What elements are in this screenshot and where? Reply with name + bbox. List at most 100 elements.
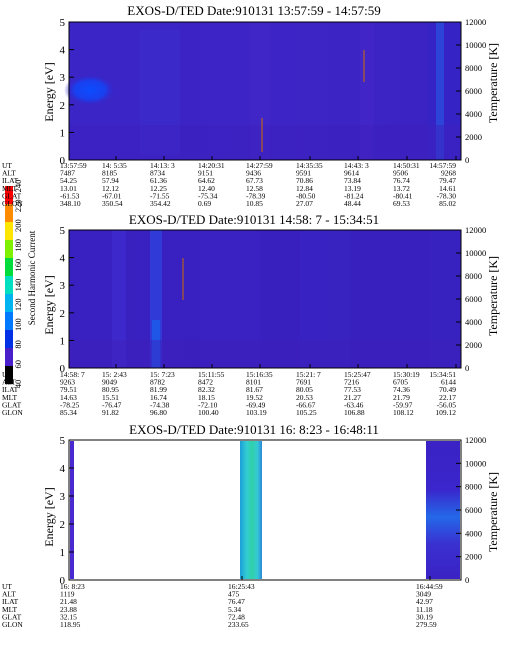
ephemeris-cell: 21.27 <box>344 393 361 402</box>
spectrogram-panel-1: EXOS-D/TED Date:910131 13:57:59 - 14:57:… <box>2 3 500 208</box>
panel-3-title: EXOS-D/TED Date:910131 16: 8:23 - 16:48:… <box>129 422 379 437</box>
ephemeris-cell: 12.25 <box>150 184 167 193</box>
panel-2-title: EXOS-D/TED Date:910131 14:58: 7 - 15:34:… <box>129 212 379 227</box>
ephemeris-cell: 9436 <box>246 169 261 178</box>
ephemeris-cell: -69.49 <box>246 400 266 409</box>
ephemeris-cell: 13.01 <box>60 184 77 193</box>
ephemeris-cell: 16: 8:23 <box>60 582 85 591</box>
y-right-tick-label: 8000 <box>465 63 482 73</box>
colorbar-swatch <box>5 276 13 294</box>
ephemeris-cell: 354.42 <box>150 199 171 208</box>
panel-2-ylabel-right: Temperature [K] <box>486 256 500 336</box>
colorbar: 40 60 80 100 120 140 160 180 200 220 240 Second Ha… <box>5 180 37 389</box>
panel-1-ylabel-right: Temperature [K] <box>486 43 500 123</box>
panel-1-title: EXOS-D/TED Date:910131 13:57:59 - 14:57:… <box>127 3 380 18</box>
y-right-tick-label: 6000 <box>465 294 482 304</box>
y-tick-label: 4 <box>60 45 66 57</box>
colorbar-tick-label: 200 <box>13 219 23 232</box>
ephemeris-cell: 12.12 <box>102 184 119 193</box>
panel-3-y-axis-right: 0 2000 4000 6000 8000 10000 12000 <box>456 435 486 585</box>
y-tick-label: 2 <box>60 100 66 112</box>
ephemeris-cell: 105.25 <box>296 408 317 417</box>
ephemeris-cell: 74.36 <box>393 385 410 394</box>
panel-3-ylabel: Energy [eV] <box>42 487 56 546</box>
ephemeris-cell: 21.79 <box>393 393 410 402</box>
ephemeris-cell: 15: 2:43 <box>102 370 127 379</box>
y-tick-label: 5 <box>60 435 66 447</box>
ephemeris-cell: 13:57:59 <box>60 161 87 170</box>
ephemeris-cell: 118.95 <box>60 620 81 629</box>
ephemeris-cell: 8185 <box>102 169 117 178</box>
y-tick-label: 4 <box>60 463 66 475</box>
ephemeris-cell: -78.30 <box>437 191 457 200</box>
ephemeris-cell: 8472 <box>198 378 213 387</box>
ephemeris-cell: 18.15 <box>198 393 215 402</box>
ephemeris-cell: 3049 <box>416 590 431 599</box>
ephemeris-row-label: MLT <box>2 184 18 193</box>
ephemeris-cell: 77.53 <box>344 385 361 394</box>
ephemeris-cell: 15:30:19 <box>393 370 420 379</box>
ephemeris-cell: 14:27:59 <box>246 161 273 170</box>
ephemeris-cell: 348.10 <box>60 199 81 208</box>
ephemeris-row-label: ILAT <box>2 385 19 394</box>
ephemeris-row-label: GLAT <box>2 400 22 409</box>
colorbar-tick-label: 40 <box>13 380 23 389</box>
panel-3-ylabel-right: Temperature [K] <box>486 472 500 552</box>
ephemeris-cell: 100.40 <box>198 408 219 417</box>
y-right-tick-label: 0 <box>465 575 469 585</box>
panel-2-y-axis-right: 0 2000 4000 6000 8000 10000 12000 <box>456 225 486 373</box>
colorbar-swatch <box>5 330 13 348</box>
ephemeris-cell: 16:44:59 <box>416 582 443 591</box>
ephemeris-cell: 7487 <box>60 169 75 178</box>
ephemeris-cell: -67.01 <box>102 191 122 200</box>
colorbar-tick-label: 180 <box>13 239 23 252</box>
ephemeris-cell: -74.38 <box>150 400 170 409</box>
ephemeris-cell: 8782 <box>150 378 165 387</box>
y-right-tick-label: 0 <box>465 363 469 373</box>
y-right-tick-label: 8000 <box>465 482 482 492</box>
y-tick-label: 2 <box>60 519 66 531</box>
colorbar-label: Second Harmonic Current <box>27 230 37 325</box>
ephemeris-cell: 9268 <box>441 169 456 178</box>
ephemeris-cell: 15:25:47 <box>344 370 371 379</box>
panel-1-y-axis-right: 0 2000 4000 6000 8000 10000 12000 <box>456 17 486 165</box>
panel-1-ephemeris-table: UTALTILATMLTGLATGLON13:57:59748754.2513.… <box>2 161 456 208</box>
ephemeris-cell: 85.34 <box>60 408 77 417</box>
ephemeris-cell: -75.34 <box>198 191 218 200</box>
ephemeris-cell: -56.05 <box>437 400 457 409</box>
ephemeris-cell: -78.25 <box>60 400 80 409</box>
panel-2-texture <box>69 230 461 368</box>
colorbar-tick-label: 80 <box>13 340 23 349</box>
ephemeris-cell: 32.15 <box>60 612 77 621</box>
colorbar-tick-label: 120 <box>13 298 23 311</box>
ephemeris-cell: 79.51 <box>60 385 77 394</box>
ephemeris-cell: 12.84 <box>296 184 313 193</box>
ephemeris-cell: 54.25 <box>60 176 77 185</box>
ephemeris-cell: 8101 <box>246 378 261 387</box>
colorbar-tick-label: 240 <box>13 180 23 193</box>
ephemeris-cell: 15:21: 7 <box>296 370 321 379</box>
ephemeris-cell: 80.05 <box>296 385 313 394</box>
ephemeris-cell: 12.40 <box>198 184 215 193</box>
ephemeris-cell: 9506 <box>393 169 408 178</box>
y-right-tick-label: 4000 <box>465 528 482 538</box>
y-right-tick-label: 10000 <box>465 248 486 258</box>
ephemeris-cell: 350.54 <box>102 199 123 208</box>
ephemeris-cell: 14:13: 3 <box>150 161 175 170</box>
ephemeris-cell: -80.50 <box>296 191 316 200</box>
colorbar-tick-label: 100 <box>13 318 23 331</box>
panel-1-y-axis: 0 1 2 3 4 5 <box>60 17 457 167</box>
y-tick-label: 1 <box>60 335 66 347</box>
ephemeris-cell: 96.80 <box>150 408 167 417</box>
y-tick-label: 2 <box>60 308 66 320</box>
ephemeris-row-label: ILAT <box>2 597 19 606</box>
y-right-tick-label: 12000 <box>465 435 486 445</box>
y-tick-label: 3 <box>60 491 66 503</box>
ephemeris-cell: -81.24 <box>344 191 364 200</box>
ephemeris-cell: -76.47 <box>102 400 122 409</box>
y-right-tick-label: 12000 <box>465 225 486 235</box>
ephemeris-row-label: UT <box>2 582 12 591</box>
ephemeris-cell: 14:57:59 <box>429 161 456 170</box>
